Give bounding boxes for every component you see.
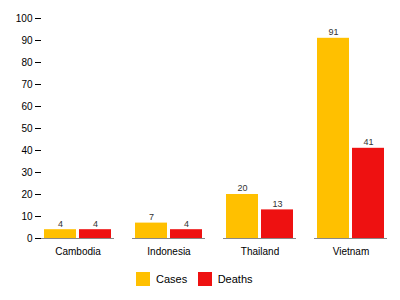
svg-text:30: 30	[21, 167, 33, 178]
svg-text:Indonesia: Indonesia	[147, 246, 191, 257]
svg-text:10: 10	[21, 211, 33, 222]
svg-text:91: 91	[328, 27, 338, 37]
svg-text:60: 60	[21, 101, 33, 112]
svg-text:50: 50	[21, 123, 33, 134]
svg-text:40: 40	[21, 145, 33, 156]
svg-text:41: 41	[363, 137, 373, 147]
svg-text:Vietnam: Vietnam	[333, 246, 370, 257]
svg-text:4: 4	[93, 219, 98, 229]
svg-text:4: 4	[58, 219, 63, 229]
svg-text:Cambodia: Cambodia	[55, 246, 101, 257]
svg-text:100: 100	[16, 13, 33, 24]
svg-text:13: 13	[272, 199, 282, 209]
svg-text:20: 20	[21, 189, 33, 200]
html-text:Cases: Cases	[156, 272, 188, 285]
svg-text:70: 70	[21, 79, 33, 90]
svg-text:90: 90	[21, 35, 33, 46]
svg-text:80: 80	[21, 57, 33, 68]
svg-text:Thailand: Thailand	[241, 246, 279, 257]
svg-text:7: 7	[149, 212, 154, 222]
svg-text:0: 0	[27, 233, 33, 244]
svg-text:20: 20	[237, 183, 247, 193]
html-text:Deaths: Deaths	[217, 272, 253, 285]
svg-text:4: 4	[184, 219, 189, 229]
